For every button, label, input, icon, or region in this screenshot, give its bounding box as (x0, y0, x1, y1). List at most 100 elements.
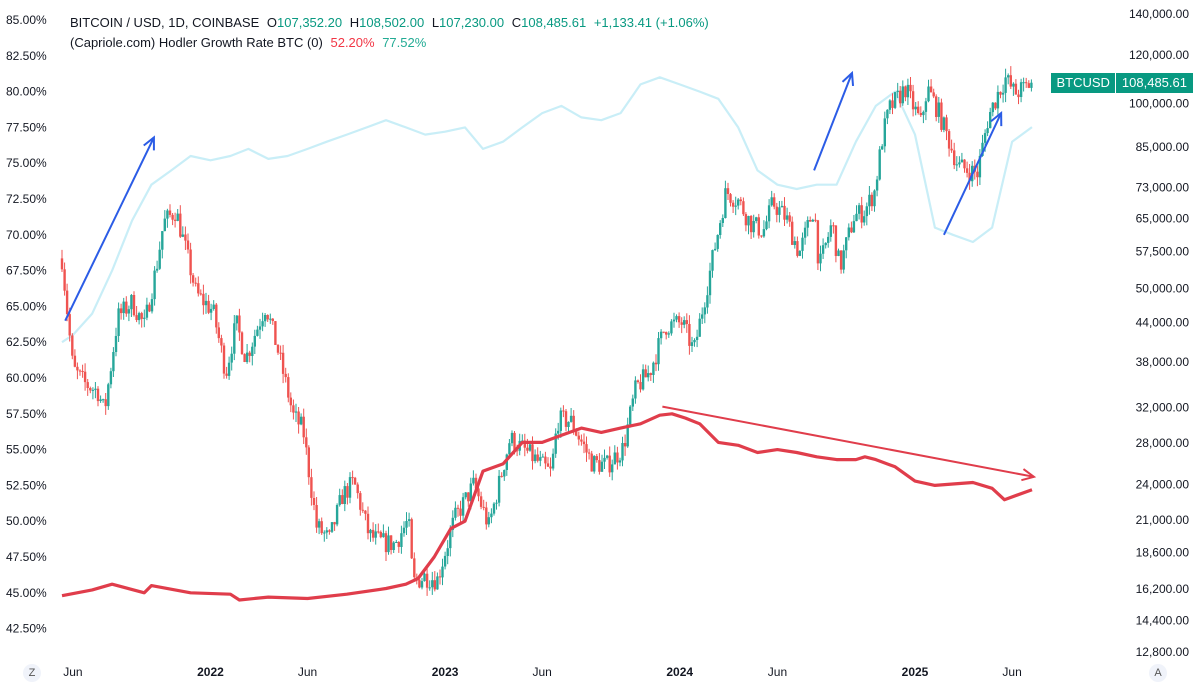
candle-body (762, 229, 766, 237)
candle-body (698, 318, 701, 337)
candle-body (258, 326, 262, 330)
candle-body (176, 213, 179, 221)
candle-body (130, 295, 133, 310)
candle-body (199, 293, 202, 295)
candle-body (881, 146, 884, 150)
candle-body (513, 432, 516, 451)
low-label: L (431, 15, 440, 30)
candle-body (613, 452, 616, 465)
candle-body (531, 444, 534, 462)
candle-body (780, 205, 784, 208)
low-value: 107,230.00 (439, 15, 505, 30)
candle-body (497, 475, 501, 503)
candle-body (353, 477, 357, 485)
candle-body (562, 410, 565, 412)
candle-body (1007, 75, 1010, 78)
candle-body (868, 194, 871, 207)
candle-body (449, 529, 452, 549)
candle-body (245, 352, 249, 362)
candle-body (441, 566, 444, 578)
candle-body (222, 345, 226, 374)
right-axis-tick: 24,000.00 (1136, 477, 1190, 491)
candle-body (343, 486, 346, 504)
indicator-value-2: 77.52% (382, 35, 427, 50)
candle-body (950, 148, 953, 151)
candle-body (544, 456, 547, 464)
candle-body (407, 519, 411, 521)
candle-body (202, 293, 205, 306)
candle-body (549, 466, 552, 469)
trend-arrow-line (943, 112, 1003, 236)
candle-body (528, 444, 532, 451)
candle-body (122, 301, 125, 314)
candle-body (654, 362, 658, 365)
candle-body (508, 443, 511, 455)
candle-body (400, 533, 403, 547)
candle-body (989, 112, 992, 129)
candle-body (467, 492, 470, 502)
candle-body (749, 216, 753, 233)
left-axis-tick: 85.00% (6, 13, 47, 27)
candle-body (940, 102, 943, 130)
left-axis-tick: 62.50% (6, 335, 47, 349)
candle-body (757, 217, 760, 236)
candle-body (734, 205, 737, 207)
candle-body (883, 118, 886, 147)
candle-body (269, 318, 272, 320)
candle-body (96, 388, 100, 402)
x-axis-tick: 2022 (197, 665, 224, 679)
right-axis-tick: 65,000.00 (1136, 212, 1190, 226)
candle-body (827, 236, 830, 243)
indicator-value-1: 52.20% (330, 35, 375, 50)
candle-body (490, 513, 493, 518)
candle-body (320, 521, 323, 534)
candle-body (906, 84, 910, 98)
candle-body (420, 581, 424, 588)
candle-body (598, 460, 601, 472)
candle-body (742, 201, 745, 215)
candle-body (63, 269, 66, 291)
timezone-button[interactable]: Z (23, 664, 41, 682)
candle-body (814, 219, 817, 221)
candle-body (359, 493, 362, 510)
symbol-label: BITCOIN / USD, 1D, COINBASE (70, 15, 260, 30)
candle-body (299, 416, 303, 425)
candle-body (551, 453, 555, 469)
left-axis-tick: 57.50% (6, 407, 47, 421)
candle-body (639, 382, 642, 390)
candle-body (166, 210, 169, 219)
candle-body (955, 164, 958, 166)
candle-body (140, 313, 143, 319)
candle-body (608, 455, 611, 473)
candle-body (873, 190, 876, 207)
candle-body (292, 405, 295, 413)
candle-body (994, 102, 997, 109)
candle-body (341, 495, 344, 504)
candle-body (953, 150, 956, 166)
candle-body (557, 430, 560, 434)
left-axis-tick: 75.00% (6, 156, 47, 170)
candle-body (533, 454, 537, 462)
x-axis-tick: 2024 (666, 665, 693, 679)
candle-body (330, 522, 334, 532)
candle-body (436, 576, 439, 590)
left-axis-tick: 55.00% (6, 443, 47, 457)
candle-body (649, 373, 652, 375)
candle-body (605, 455, 609, 458)
candle-body (644, 369, 647, 378)
candle-body (996, 91, 1000, 109)
candle-body (389, 535, 393, 550)
candle-body (65, 290, 69, 314)
candle-body (328, 530, 331, 532)
candle-body (197, 283, 200, 294)
candle-body (395, 542, 398, 543)
candle-body (685, 320, 688, 324)
candle-body (695, 336, 699, 340)
candle-body (860, 205, 863, 223)
candle-body (937, 102, 940, 117)
candle-body (263, 315, 267, 322)
right-axis-tick: 38,000.00 (1136, 355, 1190, 369)
candle-body (405, 521, 408, 528)
auto-scale-button[interactable]: A (1149, 664, 1167, 682)
